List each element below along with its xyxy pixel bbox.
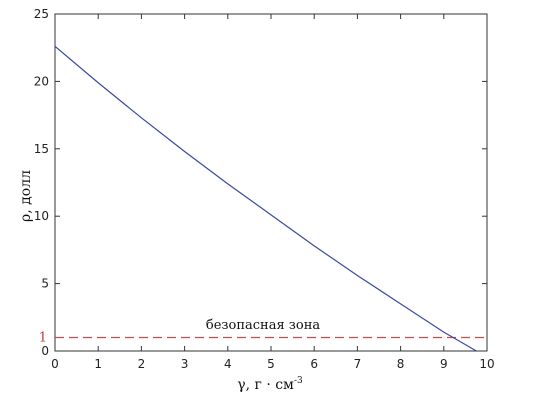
y-tick-label: 10 xyxy=(34,209,49,223)
x-tick-label: 9 xyxy=(440,357,448,371)
x-tick-label: 6 xyxy=(310,357,318,371)
x-axis-label: γ, г · см-3 xyxy=(237,376,303,393)
x-tick-label: 2 xyxy=(138,357,146,371)
safe-zone-label: безопасная зона xyxy=(206,318,320,333)
y-tick-label: 0 xyxy=(41,344,49,358)
x-tick-label: 10 xyxy=(479,357,494,371)
x-tick-label: 5 xyxy=(267,357,275,371)
data-series-line xyxy=(55,45,478,351)
x-axis-label-exponent: -3 xyxy=(294,376,303,386)
x-tick-label: 0 xyxy=(51,357,59,371)
x-axis-ticks: 0 1 2 3 4 5 6 7 8 9 10 xyxy=(51,14,495,371)
x-tick-label: 3 xyxy=(181,357,189,371)
plot-area xyxy=(54,13,488,352)
threshold-tick-label: 1 xyxy=(39,331,47,346)
x-tick-label: 7 xyxy=(354,357,362,371)
y-tick-label: 15 xyxy=(34,142,49,156)
x-tick-label: 8 xyxy=(397,357,405,371)
y-tick-label: 25 xyxy=(34,7,49,21)
x-tick-label: 1 xyxy=(94,357,102,371)
y-tick-label: 20 xyxy=(34,74,49,88)
y-axis-label: ρ, долл xyxy=(18,170,34,222)
y-axis-ticks: 0 5 10 15 20 25 1 xyxy=(34,7,487,358)
plot-frame xyxy=(54,13,488,352)
x-tick-label: 4 xyxy=(224,357,232,371)
y-tick-label: 5 xyxy=(41,277,49,291)
